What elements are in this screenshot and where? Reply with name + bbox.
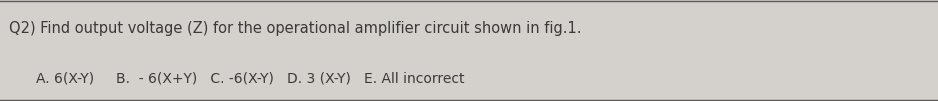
Text: A. 6(X-Y)     B.  - 6(X+Y)   C. -6(X-Y)   D. 3 (X-Y)   E. All incorrect: A. 6(X-Y) B. - 6(X+Y) C. -6(X-Y) D. 3 (X… [36,72,464,86]
Text: Q2) Find output voltage (Z) for the operational amplifier circuit shown in fig.1: Q2) Find output voltage (Z) for the oper… [9,21,582,36]
